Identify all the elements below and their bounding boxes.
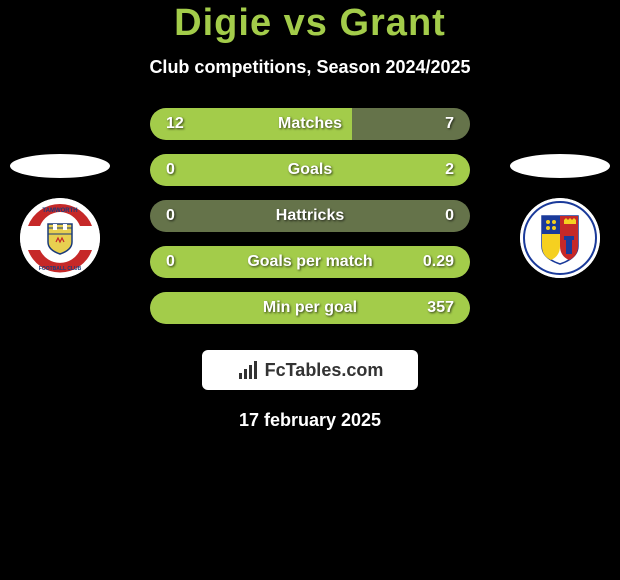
- stat-left-value: 0: [166, 253, 175, 271]
- left-team-column: TAMWORTH FOOTBALL CLUB: [10, 154, 110, 278]
- stat-right-value: 0: [445, 207, 454, 225]
- comparison-subtitle: Club competitions, Season 2024/2025: [149, 57, 470, 78]
- stats-column: 12 Matches 7 0 Goals 2 0 Hattricks 0 0 G…: [130, 108, 490, 324]
- chart-icon: [237, 359, 259, 381]
- stat-label: Goals per match: [247, 253, 372, 271]
- stat-right-value: 0.29: [423, 253, 454, 271]
- stat-row-min-per-goal: Min per goal 357: [150, 292, 470, 324]
- stat-left-value: 12: [166, 115, 184, 133]
- right-ellipse-shadow: [510, 154, 610, 178]
- stat-right-value: 2: [445, 161, 454, 179]
- left-team-badge: TAMWORTH FOOTBALL CLUB: [20, 198, 100, 278]
- comparison-title: Digie vs Grant: [174, 2, 446, 45]
- right-team-badge: [520, 198, 600, 278]
- stat-label: Goals: [288, 161, 332, 179]
- stat-left-value: 0: [166, 161, 175, 179]
- svg-text:TAMWORTH: TAMWORTH: [42, 208, 77, 214]
- date-text: 17 february 2025: [239, 410, 381, 431]
- left-ellipse-shadow: [10, 154, 110, 178]
- stat-row-goals: 0 Goals 2: [150, 154, 470, 186]
- tamworth-badge-icon: TAMWORTH FOOTBALL CLUB: [20, 198, 100, 278]
- logo-text: FcTables.com: [265, 360, 384, 381]
- stat-row-matches: 12 Matches 7: [150, 108, 470, 140]
- stat-right-value: 357: [427, 299, 454, 317]
- fctables-logo[interactable]: FcTables.com: [202, 350, 418, 390]
- stat-label: Matches: [278, 115, 342, 133]
- stat-left-value: 0: [166, 207, 175, 225]
- stat-row-goals-per-match: 0 Goals per match 0.29: [150, 246, 470, 278]
- svg-text:FOOTBALL CLUB: FOOTBALL CLUB: [39, 266, 82, 272]
- main-row: TAMWORTH FOOTBALL CLUB 12 Matches 7 0: [0, 108, 620, 324]
- right-team-column: [510, 154, 610, 278]
- stat-label: Min per goal: [263, 299, 357, 317]
- stat-label: Hattricks: [276, 207, 344, 225]
- wealdstone-badge-icon: [520, 198, 600, 278]
- stat-right-value: 7: [445, 115, 454, 133]
- stat-row-hattricks: 0 Hattricks 0: [150, 200, 470, 232]
